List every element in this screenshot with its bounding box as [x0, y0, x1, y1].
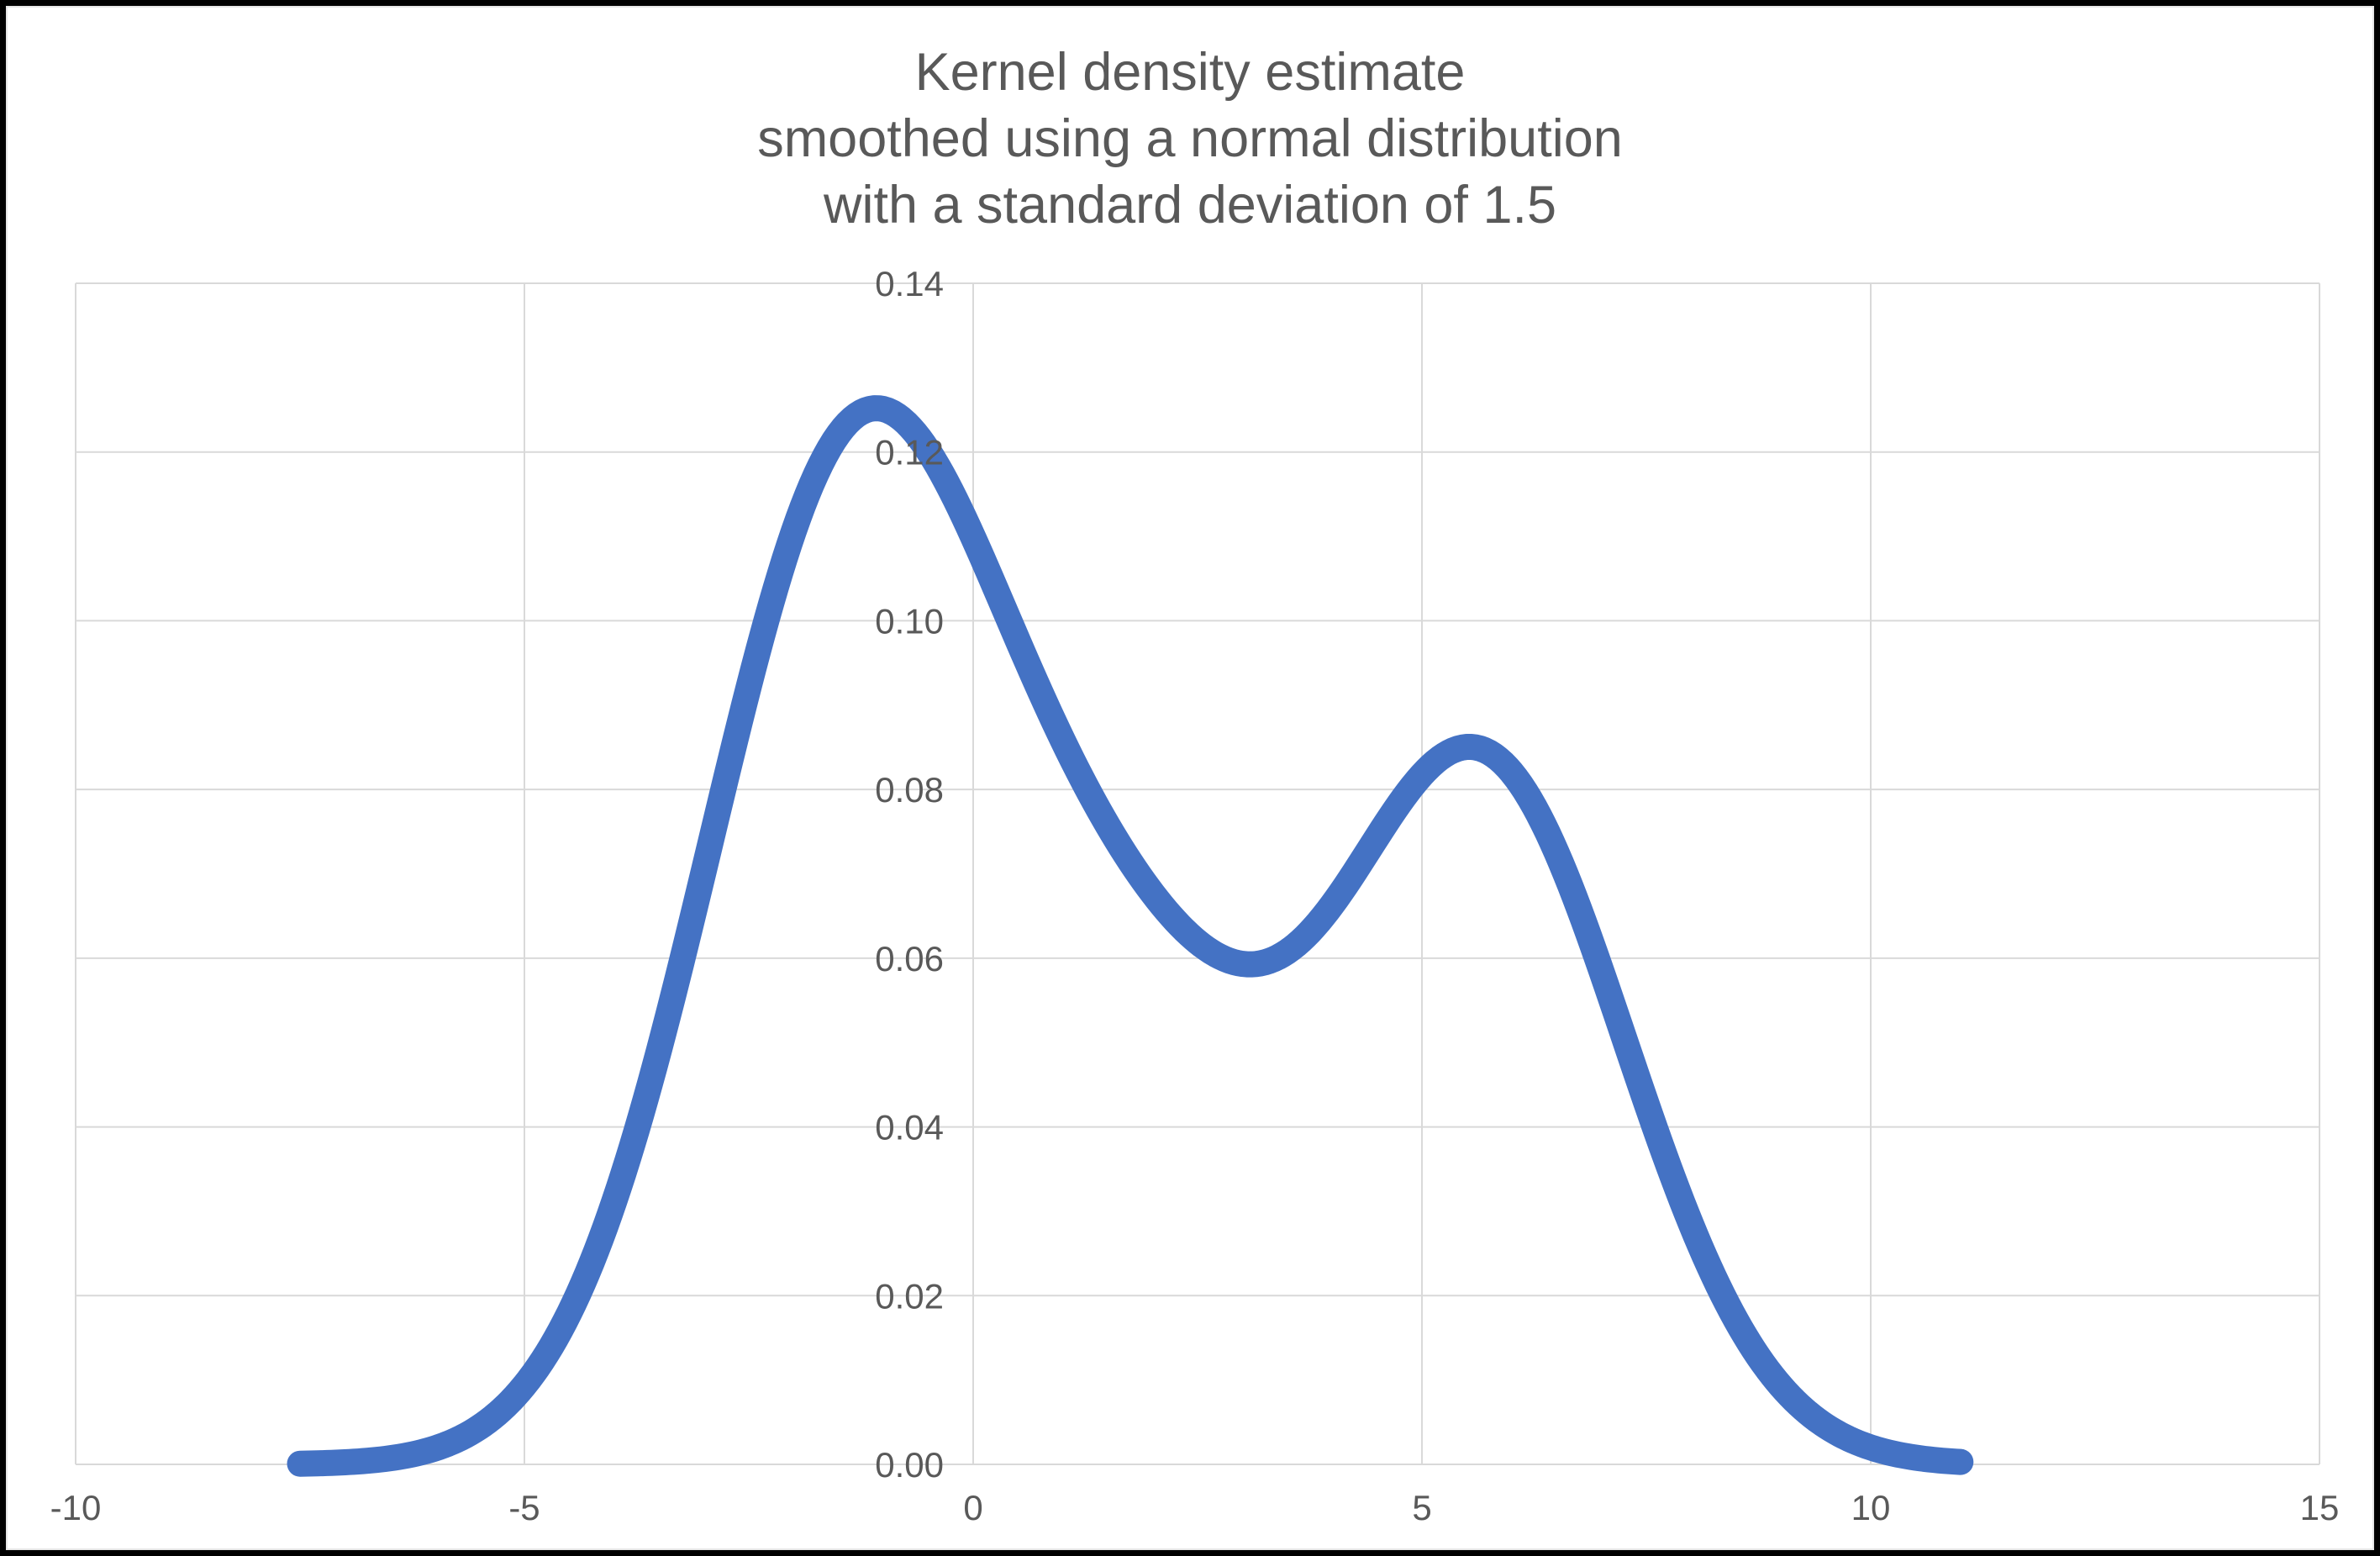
x-tick-label: -10: [50, 1488, 102, 1527]
x-tick-label: 0: [963, 1488, 982, 1527]
y-tick-label: 0.08: [875, 770, 944, 810]
y-tick-label: 0.06: [875, 939, 944, 978]
y-tick-label: 0.00: [875, 1445, 944, 1485]
chart-title-line-2: smoothed using a normal distribution: [757, 109, 1623, 168]
chart-title-line-1: Kernel density estimate: [914, 43, 1466, 102]
curve-layer: [287, 395, 1974, 1477]
x-axis-tick-labels: -10 -5 0 5 10 15: [50, 1488, 2340, 1527]
gridlines: [75, 282, 2320, 1465]
y-tick-label: 0.02: [875, 1276, 944, 1316]
y-tick-label: 0.04: [875, 1108, 944, 1147]
chart-title: Kernel density estimate smoothed using a…: [6, 40, 2374, 239]
kde-curve: [287, 395, 1974, 1477]
chart-title-line-3: with a standard deviation of 1.5: [823, 176, 1557, 235]
kde-chart-svg: -10 -5 0 5 10 15 0.00 0.02 0.04 0.06 0.08 0.10 0.12…: [50, 264, 2340, 1527]
y-axis-tick-labels: 0.00 0.02 0.04 0.06 0.08 0.10 0.12 0.14: [875, 264, 944, 1485]
y-tick-label: 0.10: [875, 601, 944, 641]
y-tick-label: 0.14: [875, 264, 944, 303]
x-tick-label: -5: [508, 1488, 540, 1527]
x-tick-label: 10: [1851, 1488, 1891, 1527]
x-tick-label: 15: [2300, 1488, 2340, 1527]
x-tick-label: 5: [1412, 1488, 1431, 1527]
y-tick-label: 0.12: [875, 433, 944, 472]
